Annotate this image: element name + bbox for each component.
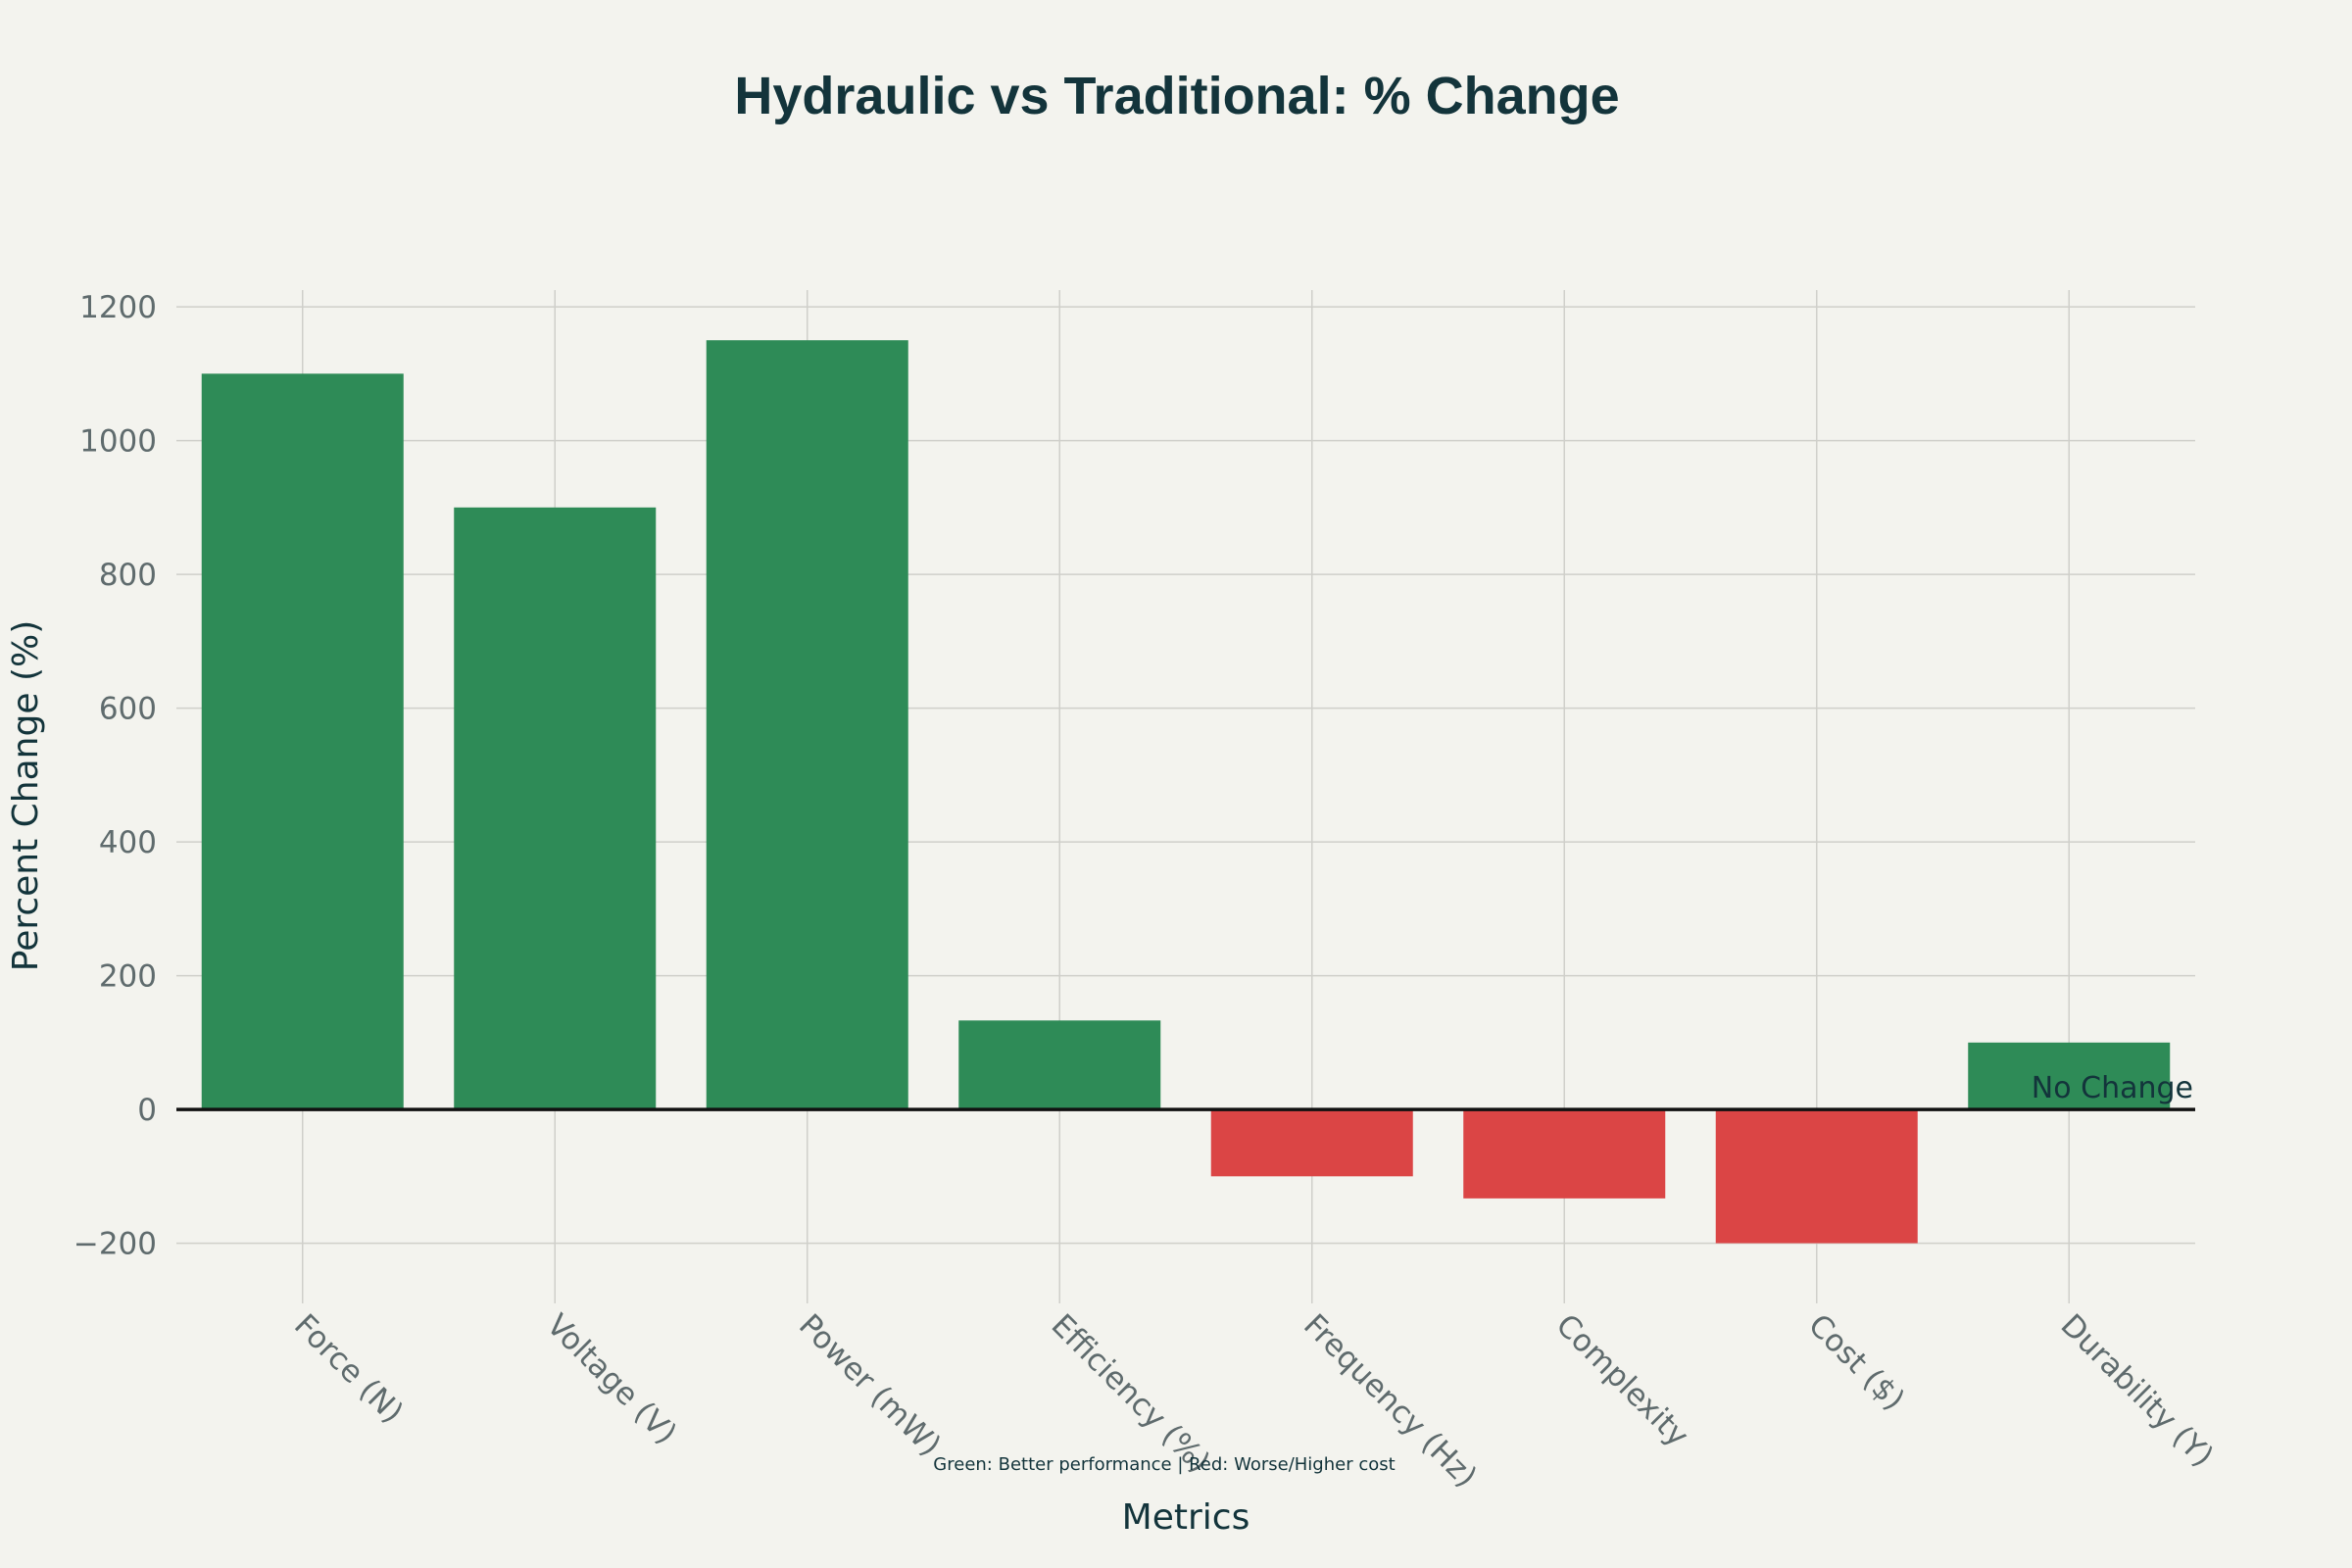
y-tick-label: 1200 — [79, 290, 157, 325]
bar-complexity — [1463, 1109, 1666, 1199]
bar-cost — [1715, 1109, 1918, 1244]
y-axis-ticks: −200 0 200 400 600 800 1000 1200 — [74, 290, 157, 1262]
bar-frequency-hz — [1210, 1109, 1413, 1177]
y-tick-label: 200 — [99, 959, 157, 995]
bar-voltage-v — [454, 507, 657, 1110]
bar-force-n — [201, 373, 404, 1110]
y-tick-label: 800 — [99, 558, 157, 593]
no-change-annotation: No Change — [2032, 1071, 2193, 1105]
y-tick-label: 400 — [99, 825, 157, 860]
chart-title: Hydraulic vs Traditional: % Change — [734, 67, 1619, 125]
bar-power-mw — [706, 340, 908, 1110]
y-axis-title: Percent Change (%) — [6, 620, 46, 971]
bar-efficiency — [958, 1020, 1161, 1110]
y-tick-label: −200 — [74, 1227, 157, 1262]
y-tick-label: 600 — [99, 692, 157, 727]
x-tick-label: Force (N) — [287, 1307, 410, 1430]
y-tick-label: 1000 — [79, 424, 157, 460]
chart-footnote: Green: Better performance | Red: Worse/H… — [933, 1454, 1395, 1475]
x-axis-title: Metrics — [1122, 1497, 1250, 1538]
x-tick-label: Cost ($) — [1801, 1307, 1911, 1417]
x-tick-label: Power (mW) — [792, 1307, 948, 1463]
bar-durability-y — [1968, 1042, 2171, 1110]
bars — [201, 340, 2171, 1244]
x-tick-label: Voltage (V) — [540, 1307, 684, 1451]
x-tick-label: Complexity — [1549, 1307, 1695, 1453]
y-tick-label: 0 — [137, 1093, 157, 1128]
x-tick-label: Durability (Y) — [2054, 1307, 2221, 1474]
